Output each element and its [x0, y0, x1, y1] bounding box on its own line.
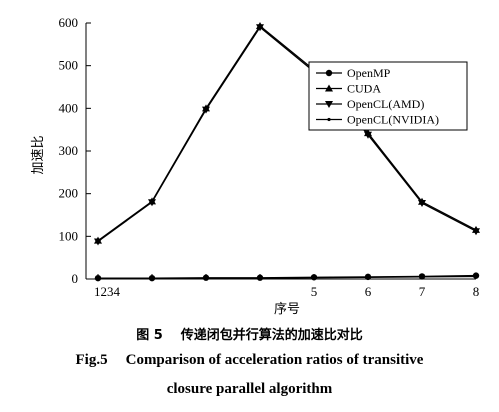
x-tick-label: 5 — [311, 284, 318, 299]
series-line — [97, 25, 477, 242]
y-tick-label: 500 — [59, 58, 79, 73]
y-tick-label: 100 — [59, 228, 79, 243]
figure-caption-chinese: 图 5 传递闭包并行算法的加速比对比 — [0, 324, 499, 343]
series-layer — [94, 21, 480, 282]
legend-item: OpenCL(NVIDIA) — [316, 113, 439, 127]
data-point — [96, 276, 100, 281]
data-point — [325, 101, 333, 108]
data-point — [418, 200, 426, 208]
legend-label: OpenCL(NVIDIA) — [347, 113, 439, 127]
data-point — [94, 238, 102, 246]
data-point — [474, 274, 478, 279]
x-tick-label: 6 — [365, 284, 372, 299]
data-point — [325, 84, 333, 92]
data-point — [258, 276, 262, 280]
x-tick-label: 1234 — [94, 284, 121, 299]
series-line — [97, 26, 477, 242]
caption-en-line1: Comparison of acceleration ratios of tra… — [125, 352, 424, 368]
data-point — [327, 117, 331, 122]
data-point — [472, 228, 480, 236]
series-opencl-amd- — [94, 24, 480, 246]
x-tick-label: 8 — [473, 284, 480, 299]
y-tick-label: 0 — [72, 271, 79, 286]
data-point — [202, 106, 210, 114]
chart: 0 100 200 300 400 500 600 1234 5 6 7 8 序号 加速比 OpenMP C… — [30, 15, 480, 316]
data-point — [325, 69, 333, 77]
y-tick-label: 200 — [59, 186, 79, 201]
series-opencl-nvidia- — [96, 274, 478, 281]
x-axis-label: 序号 — [274, 301, 300, 316]
caption-cn-text: 传递闭包并行算法的加速比对比 — [180, 328, 363, 343]
caption-cn-number: 图 5 — [136, 328, 163, 343]
figure-caption-english-line2: closure parallel algorithm — [0, 381, 499, 398]
axes: 0 100 200 300 400 500 600 1234 5 6 7 8 序号 加速比 — [30, 15, 479, 316]
x-tick-label: 7 — [419, 284, 426, 299]
y-axis-label: 加速比 — [30, 135, 45, 174]
data-point — [366, 275, 370, 279]
data-point — [364, 131, 372, 139]
data-point — [312, 276, 316, 280]
legend-item: OpenCL(AMD) — [316, 97, 424, 111]
y-tick-label: 600 — [59, 15, 79, 30]
legend-label: OpenCL(AMD) — [347, 97, 424, 111]
legend-label: CUDA — [347, 82, 381, 96]
caption-en-line2: closure parallel algorithm — [166, 381, 333, 397]
legend-item: CUDA — [316, 82, 381, 96]
figure-caption-english: Fig.5 Comparison of acceleration ratios o… — [0, 352, 499, 369]
series-line — [98, 275, 477, 280]
data-point — [420, 275, 424, 279]
legend-label: OpenMP — [347, 66, 391, 80]
y-tick-label: 400 — [59, 100, 79, 115]
data-point — [256, 24, 264, 32]
data-point — [150, 276, 154, 281]
series-cuda — [94, 21, 480, 244]
caption-en-number: Fig.5 — [75, 352, 108, 368]
data-point — [204, 276, 208, 280]
legend-item: OpenMP — [316, 66, 391, 80]
y-tick-label: 300 — [59, 143, 79, 158]
data-point — [148, 199, 156, 207]
